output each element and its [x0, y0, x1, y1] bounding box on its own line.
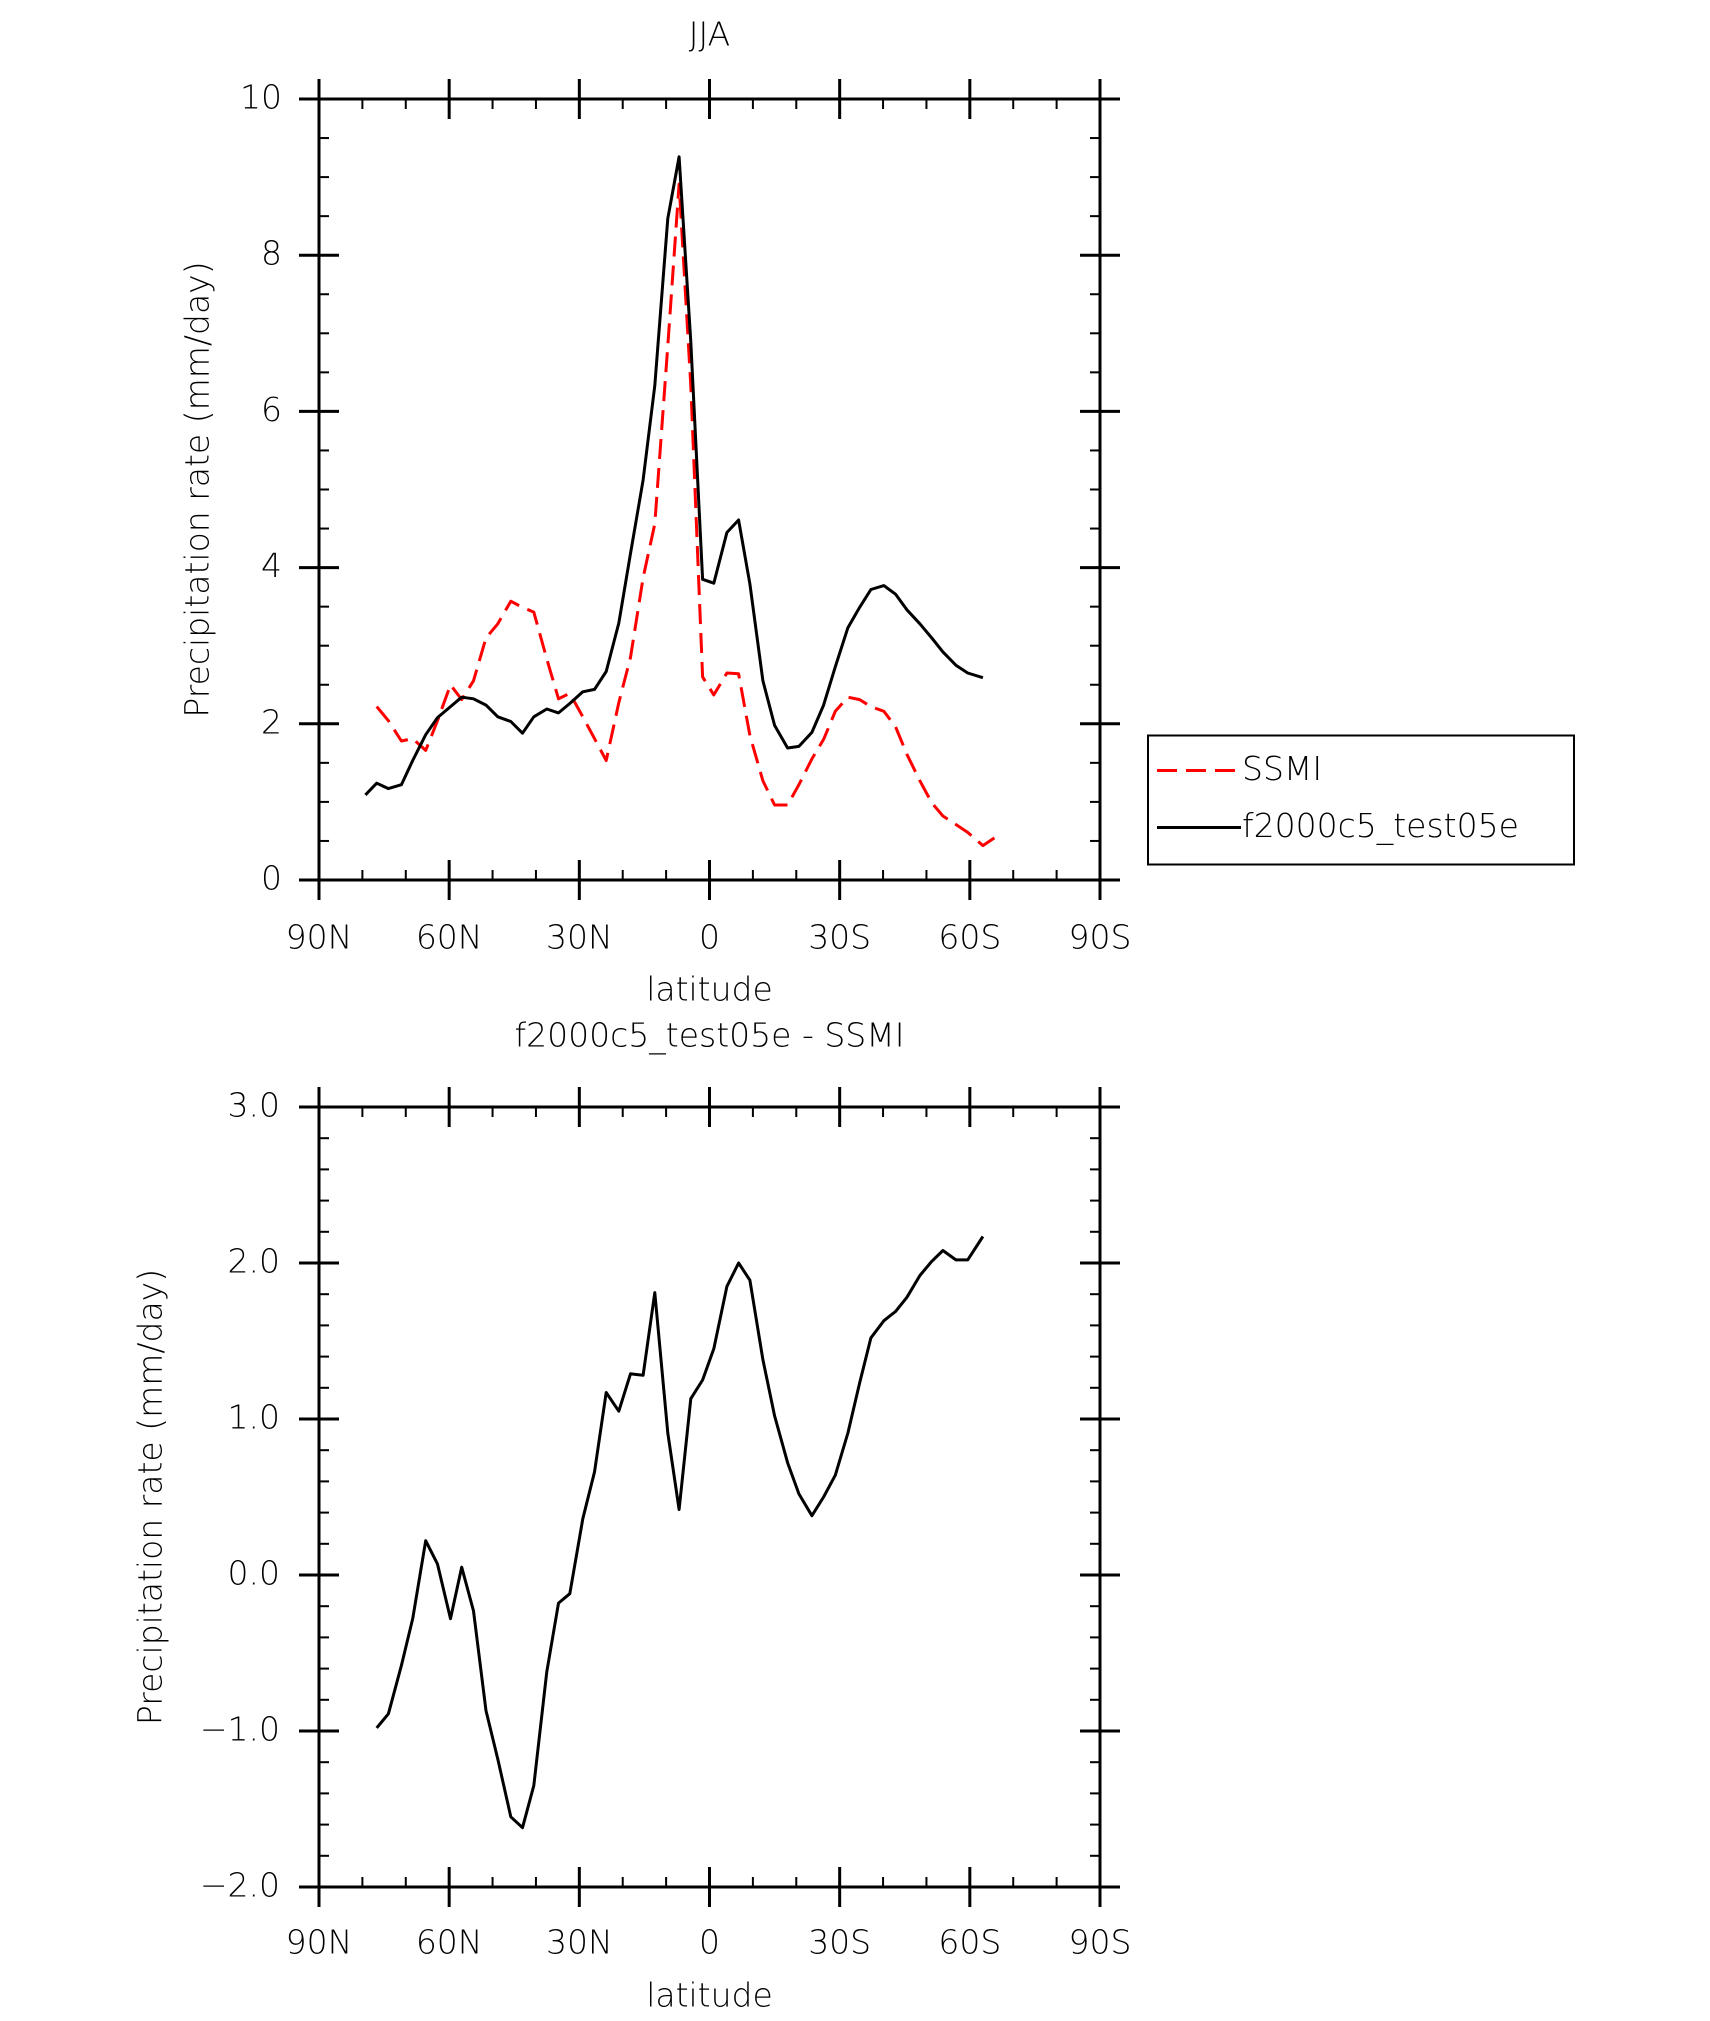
y-tick-label: −2.0	[200, 1866, 280, 1905]
y-tick-label: 8	[261, 234, 282, 273]
legend-label: f2000c5_test05e	[1242, 806, 1519, 846]
x-axis-label: latitude	[646, 970, 773, 1009]
x-tick-label: 60N	[416, 1923, 483, 1962]
y-tick-label: 3.0	[228, 1086, 280, 1125]
legend-label: SSMI	[1242, 749, 1322, 788]
y-tick-label: 2	[261, 702, 282, 741]
x-tick-label: 90N	[286, 1923, 353, 1962]
data-line	[375, 1235, 985, 1830]
x-tick-label: 30S	[808, 1923, 871, 1962]
x-tick-label: 90S	[1069, 918, 1132, 957]
y-tick-label: 0.0	[228, 1554, 280, 1593]
x-tick-label: 30N	[546, 1923, 613, 1962]
x-tick-label: 0	[699, 918, 720, 957]
x-tick-label: 60S	[938, 918, 1001, 957]
y-tick-label: 4	[261, 546, 282, 585]
plot-frame	[317, 1105, 1102, 1889]
chart-title: f2000c5_test05e - SSMI	[515, 1016, 905, 1056]
x-tick-label: 90N	[286, 918, 353, 957]
y-tick-label: 2.0	[228, 1242, 280, 1281]
y-tick-label: −1.0	[200, 1710, 280, 1749]
x-axis-label: latitude	[646, 1976, 773, 2015]
data-line	[375, 182, 996, 848]
plot: f2000c5_test05e - SSMI latitude Precipitat…	[131, 1016, 1132, 2015]
y-tick-label: 0	[261, 859, 282, 898]
x-tick-label: 30S	[808, 918, 871, 957]
x-tick-label: 60N	[416, 918, 483, 957]
y-axis-label: Precipitation rate (mm/day)	[178, 261, 217, 717]
legend-box	[1147, 734, 1575, 866]
x-tick-label: 60S	[938, 1923, 1001, 1962]
x-tick-label: 30N	[546, 918, 613, 957]
y-axis-label: Precipitation rate (mm/day)	[131, 1269, 170, 1725]
y-tick-label: 6	[261, 390, 282, 429]
plot: JJA latitude Precipitation rate (mm/day) 90…	[178, 15, 1575, 1009]
x-tick-label: 90S	[1069, 1923, 1132, 1962]
x-tick-label: 0	[699, 1923, 720, 1962]
chart-title: JJA	[689, 15, 730, 54]
y-tick-label: 10	[240, 78, 282, 117]
plot-frame	[317, 97, 1102, 882]
y-tick-label: 1.0	[228, 1398, 280, 1437]
data-line	[364, 155, 984, 796]
